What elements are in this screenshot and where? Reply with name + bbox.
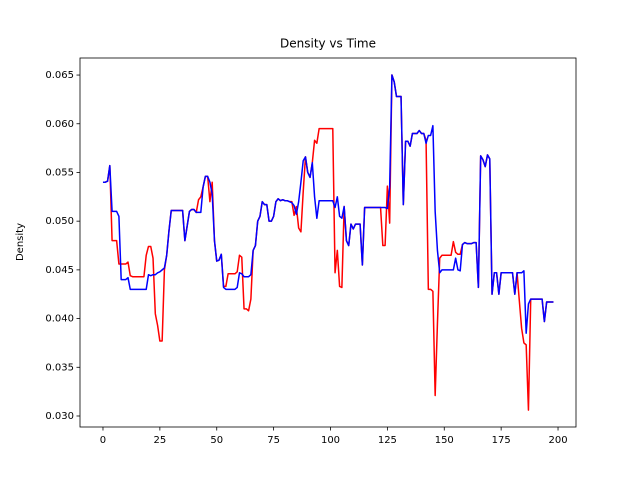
chart-title: Density vs Time [280,37,376,51]
x-tick-label: 25 [153,435,166,446]
plot-area [80,58,576,427]
y-tick-label: 0.040 [45,314,74,325]
plot-frame [79,57,577,428]
y-tick-label: 0.065 [45,70,74,81]
x-tick-label: 75 [267,435,280,446]
y-tick-label: 0.035 [45,362,74,373]
x-tick-label: 175 [492,435,511,446]
x-tick-label: 150 [435,435,454,446]
y-tick-label: 0.030 [45,411,74,422]
y-tick-label: 0.045 [45,265,74,276]
y-axis-label: Density [15,223,26,261]
x-tick-label: 125 [378,435,397,446]
x-tick-label: 50 [210,435,223,446]
y-tick-label: 0.050 [45,216,74,227]
y-tick-label: 0.060 [45,119,74,130]
x-tick-label: 200 [548,435,567,446]
data-line [102,74,554,334]
x-tick-label: 0 [100,435,106,446]
y-tick-label: 0.055 [45,167,74,178]
x-tick-label: 100 [321,435,340,446]
